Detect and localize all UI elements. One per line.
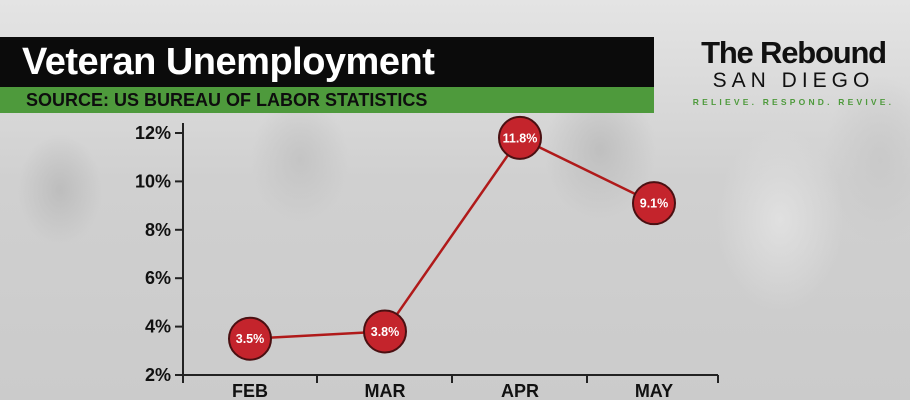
- y-tick-label: 10%: [135, 171, 171, 191]
- data-point-marker: [498, 115, 542, 160]
- logo: The Rebound SAN DIEGO RELIEVE. RESPOND. …: [686, 35, 901, 110]
- source-label: SOURCE: US BUREAU OF LABOR STATISTICS: [0, 87, 654, 113]
- data-point-marker: [632, 181, 676, 226]
- chart-title: Veteran Unemployment: [0, 37, 654, 87]
- y-tick-label: 6%: [145, 268, 171, 288]
- y-tick-label: 8%: [145, 220, 171, 240]
- logo-tagline: RELIEVE. RESPOND. REVIVE.: [692, 97, 895, 107]
- data-point-marker: [228, 316, 272, 361]
- data-label: 9.1%: [640, 197, 669, 211]
- x-tick-label: MAY: [635, 381, 673, 400]
- logo-main-text: The Rebound: [701, 35, 887, 70]
- series-line: [249, 136, 655, 340]
- y-tick-label: 12%: [135, 123, 171, 143]
- y-tick-label: 2%: [145, 365, 171, 385]
- data-label: 11.8%: [503, 131, 538, 145]
- data-point-marker: [363, 309, 407, 354]
- y-tick-label: 4%: [145, 317, 171, 337]
- data-label: 3.5%: [236, 332, 265, 346]
- x-tick-label: APR: [501, 381, 539, 400]
- data-label: 3.8%: [371, 325, 400, 339]
- x-tick-label: MAR: [365, 381, 406, 400]
- x-tick-label: FEB: [232, 381, 268, 400]
- logo-sub-text: SAN DIEGO: [712, 69, 875, 92]
